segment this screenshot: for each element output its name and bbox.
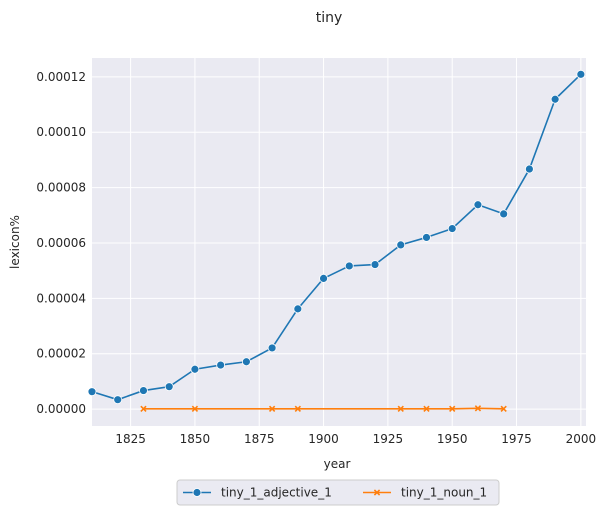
series-tiny_1_adjective_1 xyxy=(87,69,586,405)
legend-marker xyxy=(192,488,202,497)
data-point xyxy=(370,260,380,269)
data-point xyxy=(422,233,431,242)
data-point xyxy=(164,382,174,392)
y-axis-label: lexicon% xyxy=(8,215,22,269)
y-tick-label: 0.00008 xyxy=(36,181,86,195)
x-tick-label: 1850 xyxy=(180,432,211,446)
data-point xyxy=(576,69,586,79)
x-tick-label: 1875 xyxy=(244,432,275,446)
y-tick-label: 0.00012 xyxy=(36,70,86,84)
data-point xyxy=(447,224,457,233)
data-point xyxy=(344,261,354,271)
data-point xyxy=(524,164,534,174)
series-line xyxy=(143,407,504,410)
data-point xyxy=(139,386,148,395)
legend: tiny_1_adjective_1 tiny_1_noun_1 xyxy=(176,479,500,506)
x-axis-ticks: 1825 1850 1875 1900 1925 1950 1975 2000 xyxy=(115,432,596,446)
y-tick-label: 0.00004 xyxy=(36,291,86,305)
legend-item: tiny_1_adjective_1 xyxy=(183,486,332,500)
legend-label: tiny_1_adjective_1 xyxy=(221,486,332,500)
y-tick-label: 0.00006 xyxy=(36,236,86,250)
chart-title: tiny xyxy=(316,10,343,26)
data-point xyxy=(396,240,406,250)
series-tiny_1_noun_1 xyxy=(140,405,507,412)
series-line xyxy=(91,73,582,401)
data-point xyxy=(267,343,277,353)
data-point xyxy=(499,209,509,219)
x-tick-label: 1975 xyxy=(501,432,532,446)
data-point xyxy=(190,364,200,374)
x-axis-label: year xyxy=(324,457,351,471)
data-point xyxy=(423,405,430,412)
y-tick-label: 0.00000 xyxy=(36,402,86,416)
plot-area xyxy=(92,58,586,426)
data-point xyxy=(550,94,560,104)
legend-label: tiny_1_noun_1 xyxy=(401,486,487,500)
x-tick-label: 2000 xyxy=(566,432,597,446)
legend-item: tiny_1_noun_1 xyxy=(363,486,487,500)
x-tick-label: 1925 xyxy=(373,432,404,446)
data-point xyxy=(191,405,199,412)
legend-marker xyxy=(373,489,381,496)
data-point xyxy=(216,360,226,370)
data-point xyxy=(113,395,123,405)
y-tick-label: 0.00002 xyxy=(36,347,86,361)
y-axis-ticks: 0.00000 0.00002 0.00004 0.00006 0.00008 0.000… xyxy=(36,70,86,416)
data-point xyxy=(268,405,276,412)
series-layer xyxy=(87,69,586,412)
y-tick-label: 0.00010 xyxy=(36,125,86,139)
grid-lines xyxy=(92,58,586,426)
data-point xyxy=(474,405,482,412)
data-point xyxy=(500,405,507,412)
x-tick-label: 1825 xyxy=(115,432,146,446)
x-tick-label: 1900 xyxy=(308,432,339,446)
data-point xyxy=(87,387,97,397)
data-point xyxy=(449,405,456,412)
data-point xyxy=(241,357,251,367)
data-point xyxy=(473,200,483,210)
data-point xyxy=(293,304,303,314)
data-point xyxy=(294,405,301,412)
legend-items: tiny_1_adjective_1 tiny_1_noun_1 xyxy=(183,486,487,500)
data-point xyxy=(319,274,328,283)
data-point xyxy=(140,405,147,412)
data-point xyxy=(397,405,404,412)
legend-box xyxy=(176,479,500,506)
x-tick-label: 1950 xyxy=(437,432,468,446)
